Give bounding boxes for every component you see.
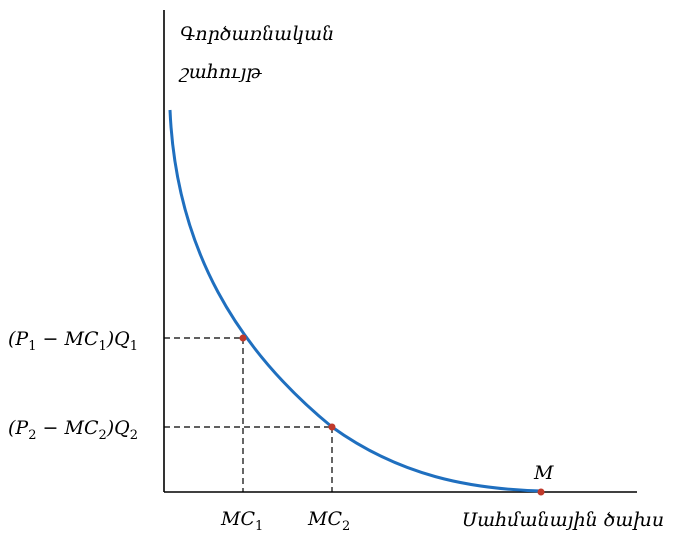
profit-curve (168, 109, 542, 493)
y-axis-title-line1: Գործառնական (180, 23, 334, 45)
y-tick-label-1: (P1 − MC1)Q1 (8, 328, 138, 354)
x-tick-label-1: MC1 (220, 508, 263, 534)
x-tick-label-2: MC2 (307, 508, 350, 534)
point-2 (328, 423, 336, 431)
point-m-label: M (533, 462, 554, 484)
point-m (537, 488, 545, 496)
point-1 (239, 334, 247, 342)
y-axis-title-line2: շահույթ (178, 61, 262, 83)
x-axis-title: Սահմանային ծախս (462, 509, 664, 531)
y-tick-label-2: (P2 − MC2)Q2 (8, 417, 138, 443)
